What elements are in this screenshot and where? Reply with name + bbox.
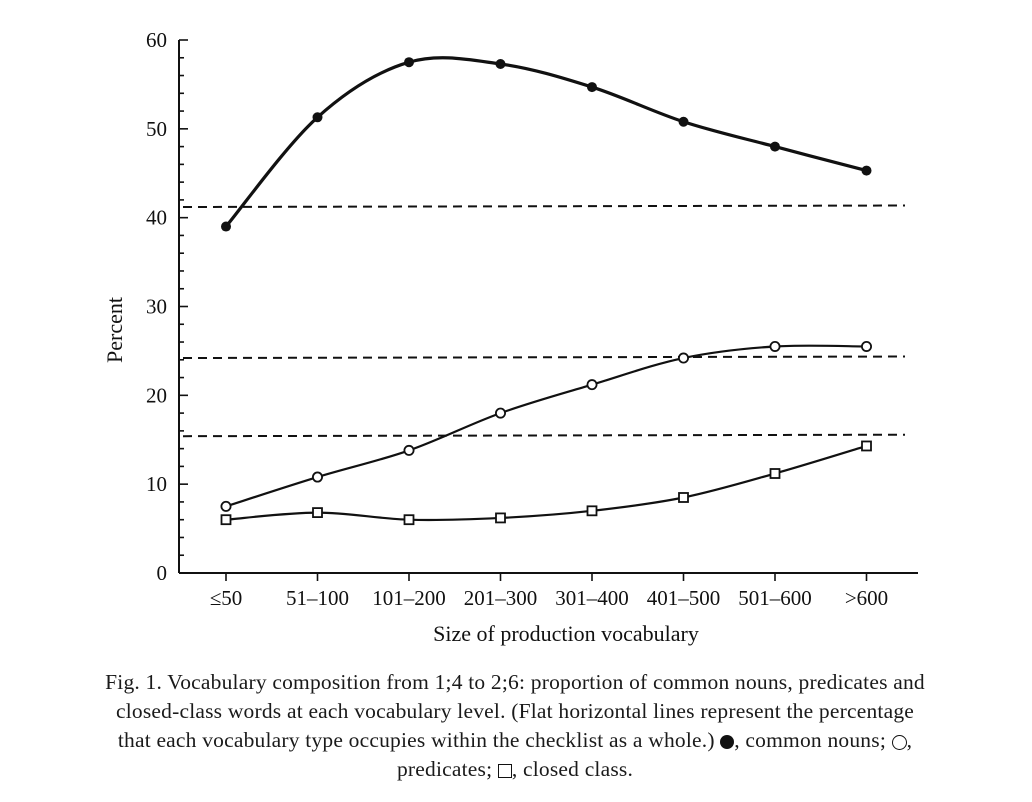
data-point-filled-circle — [221, 221, 231, 232]
series-line — [225, 344, 867, 508]
y-tick-label: 30 — [146, 295, 167, 319]
open-square-icon — [497, 764, 512, 779]
data-point-open-square — [220, 514, 232, 526]
reference-line — [182, 433, 906, 438]
data-point-open-square — [586, 505, 598, 517]
caption-text-3c: , — [906, 728, 913, 752]
data-point-filled-circle — [404, 57, 414, 68]
y-tick-label: 60 — [146, 28, 167, 52]
data-point-open-circle — [586, 379, 598, 391]
x-tick-label: 201–300 — [464, 586, 538, 610]
x-tick-label: 501–600 — [738, 586, 812, 610]
y-tick-label: 10 — [146, 472, 167, 496]
y-axis-label: Percent — [102, 297, 127, 363]
figure-caption: Fig. 1. Vocabulary composition from 1;4 … — [20, 668, 1010, 784]
chart: 0 10 20 30 40 50 60 ≤50 51–100 101–200 201–300 301–… — [102, 28, 918, 646]
data-point-open-square — [861, 440, 872, 452]
data-point-open-circle — [861, 340, 873, 352]
data-point-filled-circle — [495, 58, 506, 69]
x-tick-label: 401–500 — [647, 586, 721, 610]
caption-text-4a: predicates; — [396, 757, 493, 781]
reference-lines — [182, 204, 906, 438]
caption-line-4: predicates; , closed class. — [20, 755, 1010, 784]
y-tick-label: 20 — [146, 383, 167, 407]
data-point-open-circle — [678, 352, 690, 364]
x-tick-label: 301–400 — [555, 586, 629, 610]
caption-line-1: Fig. 1. Vocabulary composition from 1;4 … — [105, 670, 925, 694]
data-point-open-circle — [769, 340, 781, 352]
axes: 0 10 20 30 40 50 60 ≤50 51–100 101–200 201–300 301–… — [146, 28, 918, 610]
data-point-open-square — [678, 492, 689, 503]
data-point-open-circle — [494, 407, 506, 419]
x-tick-label: 101–200 — [372, 586, 446, 610]
data-point-filled-circle — [312, 112, 323, 123]
data-point-filled-circle — [587, 82, 597, 93]
x-tick-label: 51–100 — [286, 586, 349, 610]
caption-text-3b: , common nouns; — [734, 728, 886, 752]
data-point-open-square — [769, 468, 781, 479]
filled-circle-icon — [720, 735, 735, 750]
data-point-open-circle — [311, 471, 323, 483]
series-layer — [220, 56, 873, 526]
series-line — [225, 444, 867, 522]
x-axis-label: Size of production vocabulary — [433, 621, 699, 646]
reference-line — [182, 355, 906, 360]
data-point-open-square — [312, 507, 323, 518]
data-point-filled-circle — [770, 141, 780, 152]
caption-line-3: that each vocabulary type occupies withi… — [20, 726, 1010, 755]
data-point-open-circle — [403, 444, 415, 456]
x-tick-label: >600 — [845, 586, 888, 610]
y-tick-label: 50 — [146, 117, 167, 141]
data-point-open-circle — [220, 500, 232, 512]
data-point-open-square — [495, 512, 506, 524]
caption-text-3a: that each vocabulary type occupies withi… — [117, 728, 715, 752]
data-point-open-square — [403, 514, 415, 526]
y-tick-label: 40 — [146, 206, 167, 230]
y-tick-label: 0 — [157, 561, 168, 585]
reference-line — [182, 204, 906, 209]
data-point-filled-circle — [678, 116, 689, 127]
caption-text-4b: , closed class. — [511, 757, 634, 781]
x-tick-label: ≤50 — [210, 586, 243, 610]
open-circle-icon — [891, 734, 907, 750]
data-point-filled-circle — [861, 165, 872, 176]
series-line — [224, 56, 867, 228]
caption-line-2: closed-class words at each vocabulary le… — [115, 699, 915, 723]
